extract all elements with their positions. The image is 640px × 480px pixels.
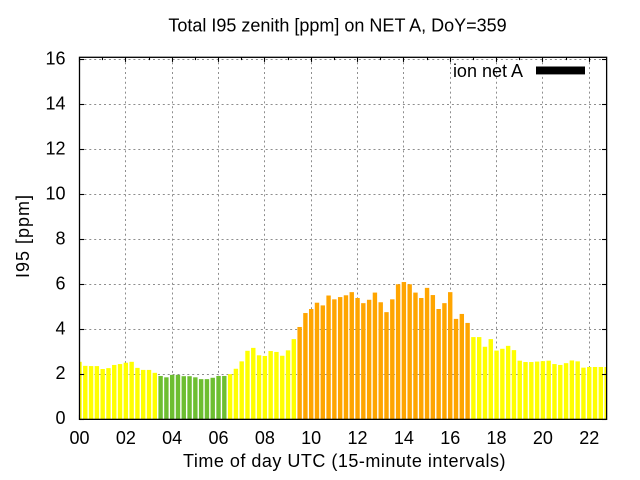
svg-text:14: 14 — [45, 94, 65, 114]
svg-text:12: 12 — [45, 138, 65, 158]
svg-text:ion net A: ion net A — [453, 61, 523, 81]
svg-text:10: 10 — [301, 428, 321, 448]
svg-text:18: 18 — [487, 428, 507, 448]
svg-text:08: 08 — [255, 428, 275, 448]
svg-text:Total I95 zenith [ppm] on NET: Total I95 zenith [ppm] on NET A, DoY=359 — [168, 16, 506, 36]
svg-text:16: 16 — [45, 49, 65, 69]
svg-text:Time of day UTC (15-minute int: Time of day UTC (15-minute intervals) — [183, 451, 506, 471]
svg-text:06: 06 — [209, 428, 229, 448]
svg-text:2: 2 — [55, 363, 65, 383]
svg-text:12: 12 — [348, 428, 368, 448]
svg-text:6: 6 — [55, 273, 65, 293]
svg-text:00: 00 — [69, 428, 89, 448]
svg-text:04: 04 — [162, 428, 182, 448]
svg-text:22: 22 — [579, 428, 599, 448]
svg-text:20: 20 — [533, 428, 553, 448]
svg-text:I95 [ppm]: I95 [ppm] — [13, 194, 33, 278]
svg-text:4: 4 — [55, 318, 65, 338]
svg-text:0: 0 — [55, 408, 65, 428]
svg-text:16: 16 — [440, 428, 460, 448]
svg-text:10: 10 — [45, 183, 65, 203]
svg-text:8: 8 — [55, 228, 65, 248]
svg-text:14: 14 — [394, 428, 414, 448]
svg-text:02: 02 — [116, 428, 136, 448]
